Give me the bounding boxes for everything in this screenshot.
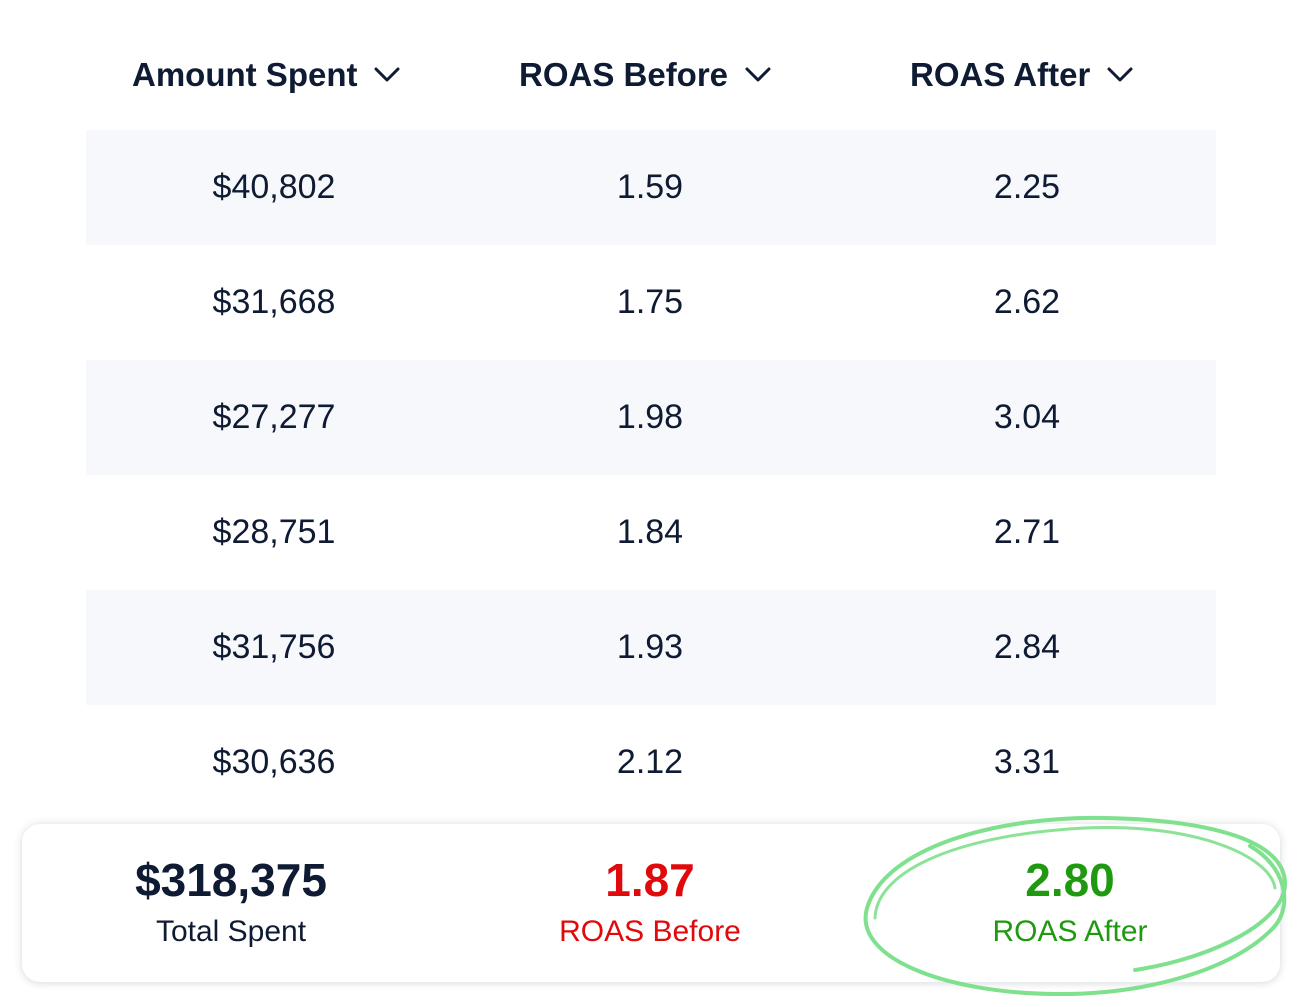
roas-after-cell: 2.71	[993, 513, 1061, 551]
sort-amount-spent-header[interactable]: Amount Spent	[132, 30, 401, 120]
total-spent-label: Total Spent	[155, 915, 307, 948]
roas-before-cell: 1.75	[616, 283, 684, 321]
roas-before-cell: 1.93	[616, 628, 684, 666]
roas-after-cell: 3.31	[993, 743, 1061, 781]
roas-before-summary: 1.87 ROAS Before	[440, 824, 860, 982]
total-spent-value: $318,375	[135, 854, 327, 906]
summary-card: $318,375 Total Spent 1.87 ROAS Before 2.…	[22, 824, 1280, 982]
roas-before-cell: 1.59	[616, 168, 684, 206]
header-label-roas-after: ROAS After	[910, 56, 1091, 93]
table-row: $28,751 1.84 2.71	[86, 475, 1216, 590]
amount-spent-cell: $30,636	[212, 743, 336, 781]
roas-before-cell: 1.84	[616, 513, 684, 551]
roas-after-cell: 2.84	[993, 628, 1061, 666]
header-label-amount-spent: Amount Spent	[132, 56, 358, 93]
table-row: $40,802 1.59 2.25	[86, 130, 1216, 245]
total-spent-summary: $318,375 Total Spent	[22, 824, 440, 982]
roas-after-label: ROAS After	[992, 915, 1148, 948]
roas-table: $40,802 1.59 2.25 $31,668 1.75 2.62 $27,…	[86, 130, 1216, 820]
sort-roas-after-header[interactable]: ROAS After	[910, 30, 1134, 120]
sort-roas-before-header[interactable]: ROAS Before	[519, 30, 772, 120]
table-row: $30,636 2.12 3.31	[86, 705, 1216, 820]
table-header: Amount Spent ROAS Before ROAS After	[86, 30, 1216, 120]
chevron-down-icon	[373, 66, 401, 84]
chevron-down-icon	[744, 66, 772, 84]
roas-after-summary: 2.80 ROAS After	[860, 824, 1280, 982]
roas-before-cell: 1.98	[616, 398, 684, 436]
roas-after-cell: 3.04	[993, 398, 1061, 436]
roas-before-value: 1.87	[605, 854, 695, 906]
header-label-roas-before: ROAS Before	[519, 56, 729, 93]
chevron-down-icon	[1106, 66, 1134, 84]
amount-spent-cell: $40,802	[212, 168, 336, 206]
roas-after-cell: 2.25	[993, 168, 1061, 206]
amount-spent-cell: $27,277	[212, 398, 336, 436]
amount-spent-cell: $28,751	[212, 513, 336, 551]
roas-before-label: ROAS Before	[559, 915, 741, 948]
amount-spent-cell: $31,756	[212, 628, 336, 666]
table-row: $31,668 1.75 2.62	[86, 245, 1216, 360]
roas-after-cell: 2.62	[993, 283, 1061, 321]
roas-before-cell: 2.12	[616, 743, 684, 781]
roas-after-value: 2.80	[1025, 854, 1115, 906]
table-row: $27,277 1.98 3.04	[86, 360, 1216, 475]
amount-spent-cell: $31,668	[212, 283, 336, 321]
table-row: $31,756 1.93 2.84	[86, 590, 1216, 705]
